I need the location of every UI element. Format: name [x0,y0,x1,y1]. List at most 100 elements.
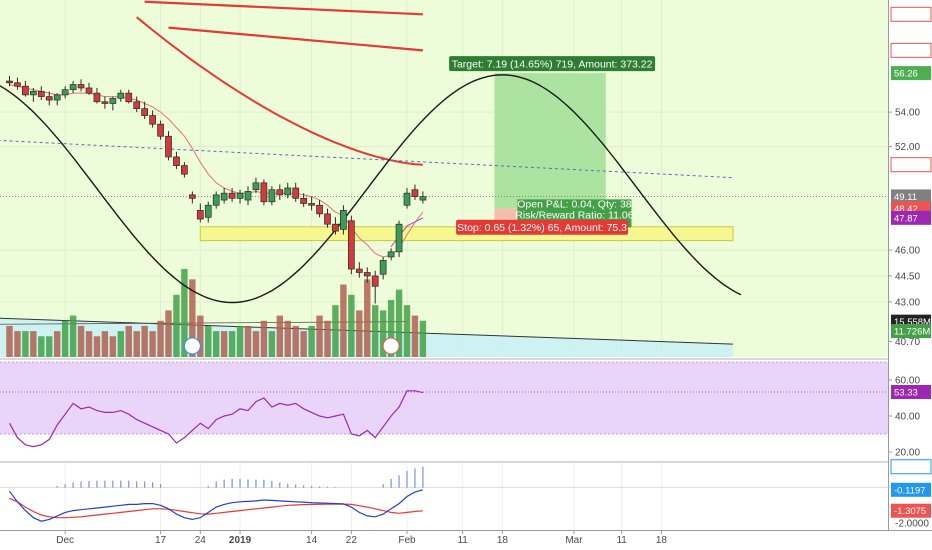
price-axis[interactable]: 54.00 52.00 46.00 44.50 43.00 40.70 59.67 57.58… [888,0,932,530]
position-target-label-box [449,56,656,72]
volume-bar [228,331,236,357]
candle-body [165,135,172,158]
macd-line [9,489,424,522]
volume-bar [340,284,347,357]
volume-bar [54,331,61,357]
volume-bar [308,325,315,357]
candle-body [53,94,61,101]
volume-bar [236,325,244,357]
price-tick-label: 40.70 [895,337,920,348]
volume-bar [173,294,180,357]
candle-body [363,272,371,277]
price-badge: 50.95 [894,160,918,171]
candle-body [6,80,13,84]
volume-bar [324,320,331,357]
time-tick-label: Feb [398,535,416,546]
volume-bar [387,300,395,357]
candle-body [268,189,276,203]
price-badge: 49.11 [894,192,917,203]
candle-body [196,210,204,220]
price-pane-background [0,0,888,357]
position-rr-label: Risk/Reward Ratio: 11.06 [515,209,633,221]
time-tick-label: 2019 [229,535,252,546]
volume-bar [93,336,101,357]
volume-bar [332,305,339,357]
macd-badge: 1.1878 [894,462,923,473]
price-pane[interactable]: D E Target: 7.19 (14.65%) 719, Amount: 373… [0,0,932,360]
macd-badge-box [891,482,931,497]
event-marker[interactable] [183,337,201,355]
time-tick-label: 18 [656,535,668,546]
rsi-badge: 53.33 [894,388,918,399]
moving-average-200-line [136,16,423,166]
position-profit-zone [494,73,606,209]
candle-body [236,192,244,199]
rsi-tick-label: 20.00 [895,448,920,459]
candle-body [22,85,29,96]
candle-body [220,192,228,201]
volume-bar [300,331,307,357]
price-badge: 47.87 [894,213,918,224]
volume-bar [419,320,427,357]
macd-badge-box [890,459,932,475]
event-marker[interactable] [382,337,400,355]
volume-bar [46,336,53,357]
candle-body [69,84,77,91]
volume-bar [85,331,93,357]
position-stop-label-box [456,219,629,235]
time-axis[interactable]: 19Dec172420191422Feb1118Mar1118 [0,530,932,546]
macd-pane[interactable] [0,463,888,530]
rsi-tick-label: 60.00 [895,376,920,387]
rsi-pane[interactable] [0,361,932,463]
volume-bar [77,325,85,357]
volume-bar [69,315,77,357]
volume-bar [30,331,37,357]
candle-body [204,204,212,218]
time-tick-label: 17 [155,535,167,546]
event-marker-label: E [388,342,394,353]
cycle-curve [0,74,742,304]
volume-bar [205,325,212,357]
candle-body [30,91,37,96]
candle-body [316,204,323,215]
volume-bar [220,331,228,357]
volume-bar [165,310,172,357]
candle-body [173,156,180,166]
volume-bar [244,325,252,357]
candle-body [77,84,85,89]
volume-bar [403,305,411,357]
position-pnl-label: Open P&L: 0.04, Qty: 38 [517,198,632,210]
macd-badge: -0.1197 [894,485,926,496]
candle-body [276,189,284,196]
candle-body [340,210,347,230]
candle-body [411,189,419,197]
candle-body [292,187,300,199]
candle-body [284,187,292,196]
price-badge-box [890,157,932,173]
volume-bar [117,331,124,357]
candle-body [395,223,403,253]
candle-body [45,96,53,101]
price-tick-label: 44.50 [895,271,920,282]
candle-body [348,220,355,270]
price-badge: 48.42 [894,204,918,215]
rsi-tick-label: 40.00 [895,412,920,423]
price-tick-label: 43.00 [895,297,920,308]
candle-body [14,82,21,87]
candle-body [61,89,69,96]
price-tick-label: 52.00 [895,142,920,153]
candle-body [141,108,148,116]
volume-bar [109,336,117,357]
position-stop-label: Stop: 0.65 (1.32%) 65, Amount: 75.3 [457,222,627,234]
volume-bar [372,305,379,357]
moving-average-line [144,0,423,16]
moving-average-line [168,26,423,52]
volume-bar [268,331,276,357]
price-badge-box [890,42,932,58]
candle-body [149,115,156,125]
price-tick-label: 54.00 [895,108,920,119]
candle-body [181,165,188,175]
volume-bar [189,279,196,357]
event-marker-label: D [189,342,196,353]
